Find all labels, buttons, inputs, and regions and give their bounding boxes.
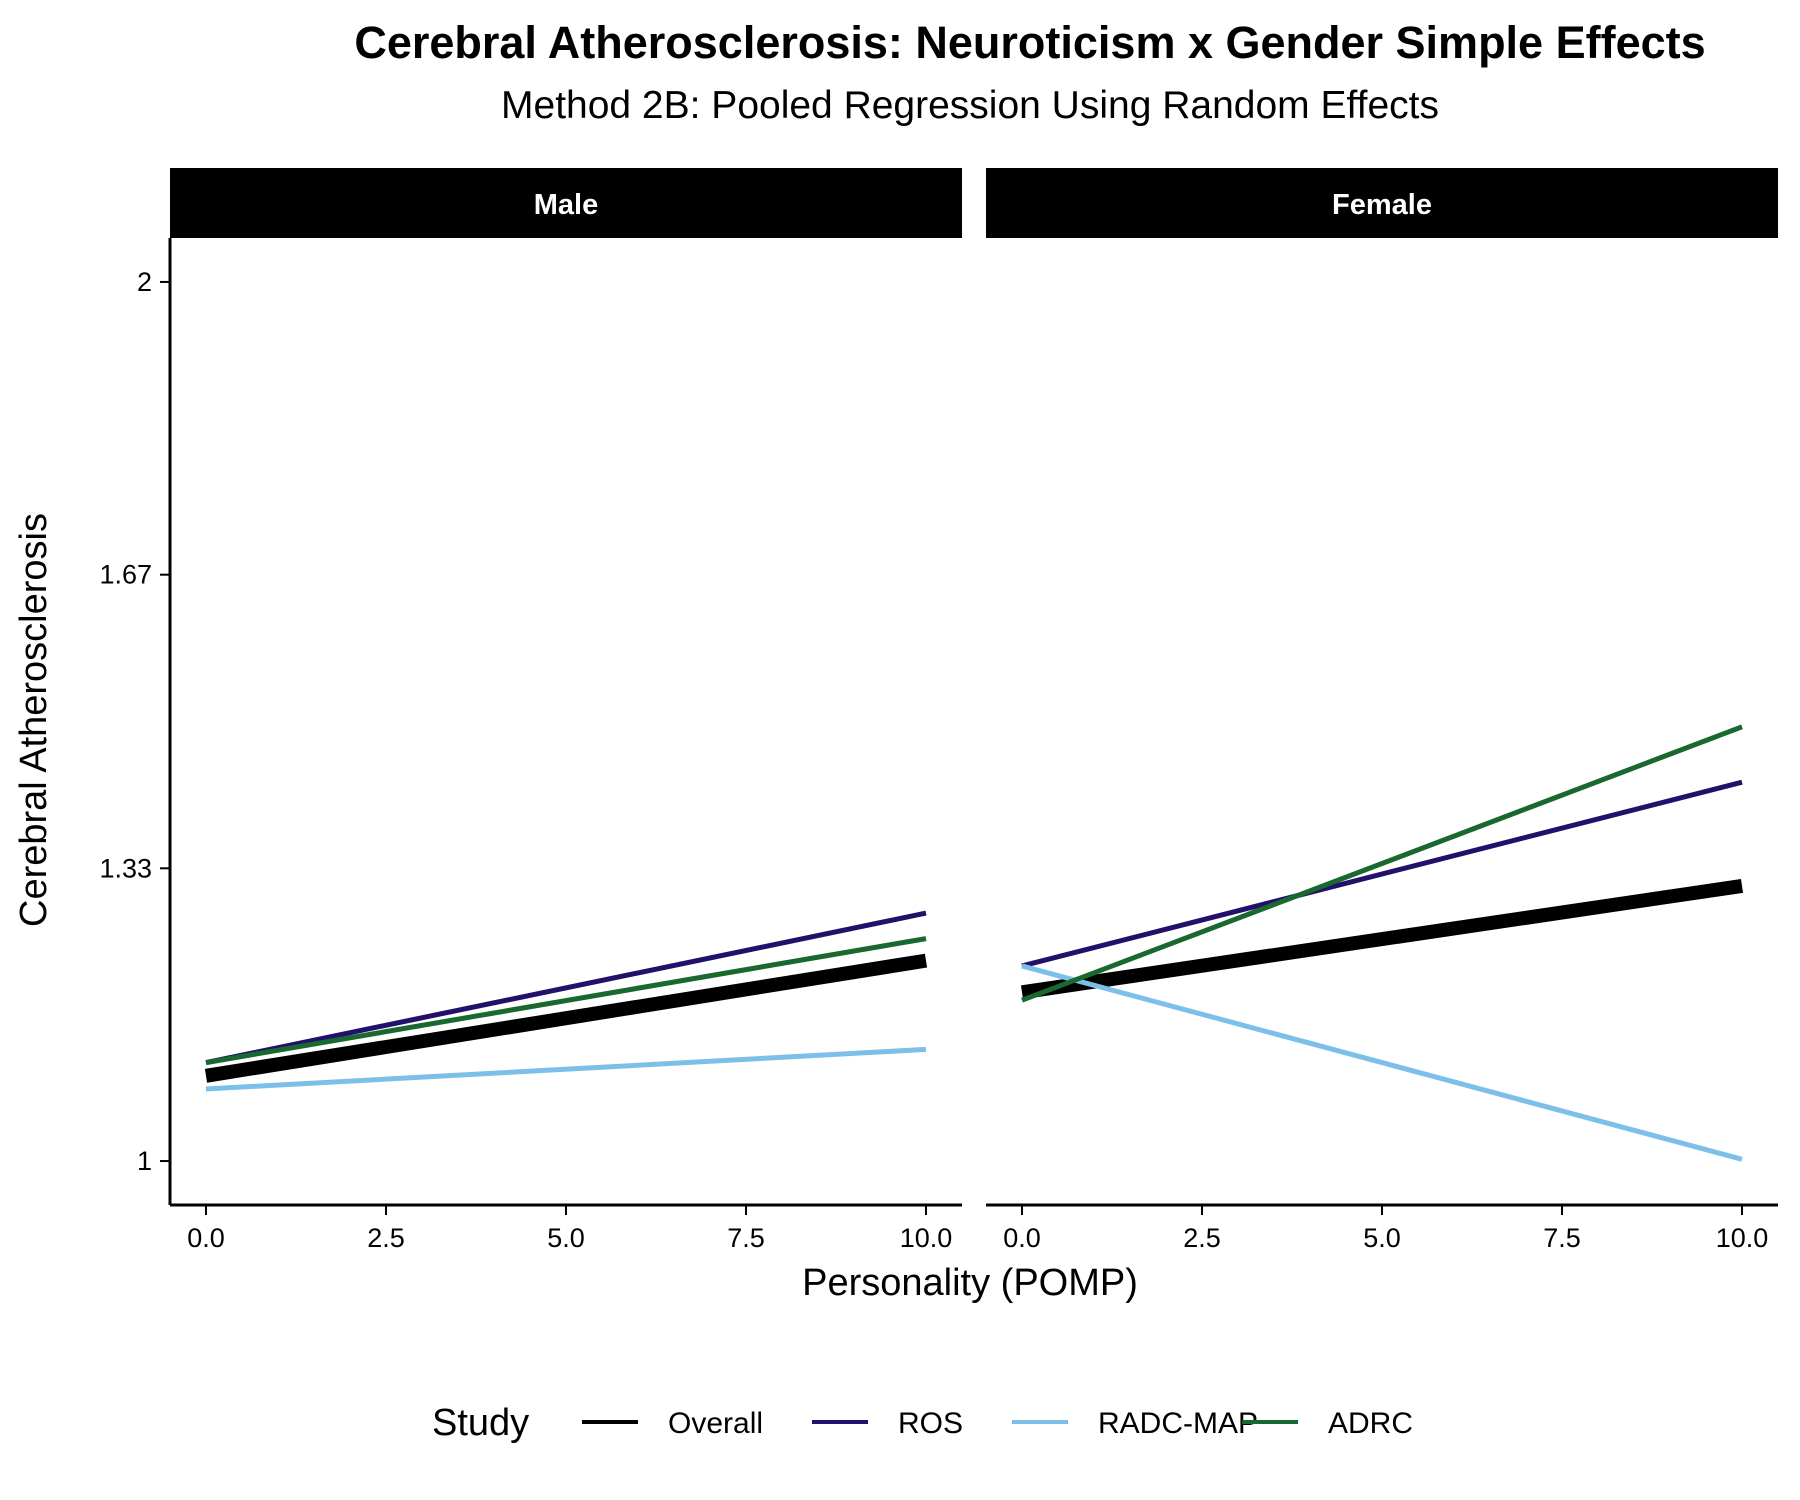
facet-strip-label: Female [1332, 189, 1432, 221]
x-tick-label: 2.5 [1183, 1223, 1221, 1253]
chart-title: Cerebral Atherosclerosis: Neuroticism x … [354, 17, 1705, 68]
facet-strip [170, 168, 962, 238]
legend-entry-overall: Overall [582, 1407, 763, 1440]
y-axis: 1 1.33 1.67 2 [99, 238, 172, 1205]
y-tick-label: 1.33 [99, 853, 152, 883]
series-line-adrc [205, 936, 927, 1066]
x-tick-label: 5.0 [1363, 1223, 1401, 1253]
y-tick-label: 1 [137, 1146, 152, 1176]
legend: Study Overall ROS RADC-MAP ADRC [432, 1402, 1413, 1444]
chart-subtitle: Method 2B: Pooled Regression Using Rando… [501, 84, 1439, 127]
series-line-ros [1021, 779, 1743, 969]
panel-female: Female 0.0 2.5 5.0 7.5 10.0 [986, 168, 1778, 1253]
series-line-adrc [1021, 724, 1743, 1003]
legend-entry-ros: ROS [812, 1407, 963, 1440]
x-tick-label: 0.0 [1003, 1223, 1041, 1253]
x-tick-label: 10.0 [900, 1223, 953, 1253]
legend-label: ADRC [1328, 1407, 1413, 1440]
legend-entry-radc-map: RADC-MAP [1012, 1407, 1258, 1440]
x-axis-title: Personality (POMP) [802, 1262, 1138, 1304]
y-axis-title: Cerebral Atherosclerosis [13, 513, 55, 927]
series-line-ros [205, 910, 927, 1066]
series-line-overall [1020, 878, 1744, 1000]
x-tick-label: 7.5 [1543, 1223, 1581, 1253]
series-line-radc-map [205, 1046, 927, 1092]
x-tick-label: 2.5 [367, 1223, 405, 1253]
facet-strip-label: Male [534, 189, 598, 221]
legend-label: RADC-MAP [1098, 1407, 1258, 1440]
panels: Male 0.0 2.5 5.0 7.5 10.0 Female 0.0 2.5 5.0 7.5 10… [170, 168, 1778, 1253]
legend-label: ROS [898, 1407, 963, 1440]
x-tick-label: 10.0 [1716, 1223, 1769, 1253]
panel-male: Male 0.0 2.5 5.0 7.5 10.0 [170, 168, 962, 1253]
x-tick-label: 5.0 [547, 1223, 585, 1253]
x-tick-label: 0.0 [187, 1223, 225, 1253]
legend-label: Overall [668, 1407, 763, 1440]
legend-entry-adrc: ADRC [1242, 1407, 1413, 1440]
x-tick-label: 7.5 [727, 1223, 765, 1253]
y-tick-label: 1.67 [99, 560, 152, 590]
y-tick-label: 2 [137, 267, 152, 297]
legend-title: Study [432, 1402, 529, 1444]
series-line-overall [204, 953, 928, 1083]
series-line-radc-map [1021, 963, 1743, 1162]
facet-strip [986, 168, 1778, 238]
